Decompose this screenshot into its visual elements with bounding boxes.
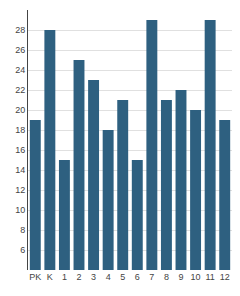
svg-text:9: 9 (178, 272, 183, 282)
svg-text:8: 8 (20, 225, 25, 235)
svg-text:3: 3 (91, 272, 96, 282)
svg-text:6: 6 (20, 245, 25, 255)
svg-text:24: 24 (15, 65, 25, 75)
svg-text:PK: PK (29, 272, 41, 282)
svg-text:18: 18 (15, 125, 25, 135)
svg-text:4: 4 (106, 272, 111, 282)
svg-text:10: 10 (191, 272, 201, 282)
svg-text:20: 20 (15, 105, 25, 115)
svg-text:5: 5 (120, 272, 125, 282)
svg-text:1: 1 (62, 272, 67, 282)
svg-text:7: 7 (149, 272, 154, 282)
svg-text:26: 26 (15, 45, 25, 55)
svg-text:12: 12 (220, 272, 230, 282)
svg-text:2: 2 (76, 272, 81, 282)
svg-text:8: 8 (164, 272, 169, 282)
svg-text:K: K (47, 272, 53, 282)
svg-text:6: 6 (135, 272, 140, 282)
svg-text:28: 28 (15, 25, 25, 35)
svg-text:14: 14 (15, 165, 25, 175)
svg-text:12: 12 (15, 185, 25, 195)
svg-text:10: 10 (15, 205, 25, 215)
svg-text:22: 22 (15, 85, 25, 95)
svg-text:16: 16 (15, 145, 25, 155)
svg-text:11: 11 (205, 272, 214, 282)
